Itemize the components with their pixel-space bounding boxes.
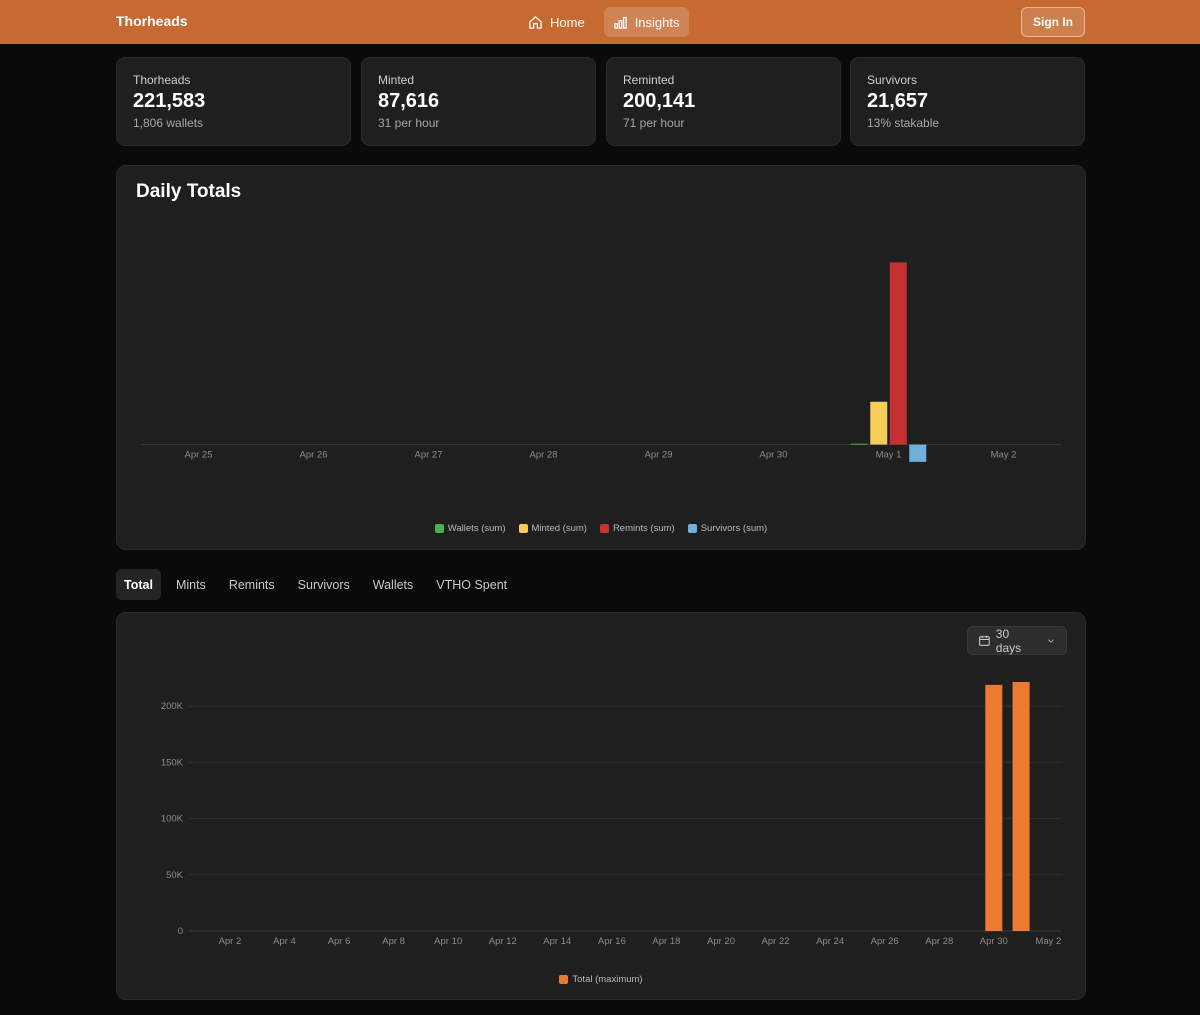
x-tick-label: May 2 [991,450,1017,461]
stat-card-reminted: Reminted 200,141 71 per hour [606,57,841,146]
y-tick-label: 0 [178,926,183,937]
stat-card-minted: Minted 87,616 31 per hour [361,57,596,146]
x-tick-label: May 1 [876,450,902,461]
top-bar: Thorheads Home Insights Sign In [0,0,1200,44]
bar-total[interactable] [1012,681,1030,931]
nav-home-label: Home [550,14,585,30]
stat-card-survivors: Survivors 21,657 13% stakable [850,57,1085,146]
x-tick-label: Apr 6 [328,936,351,947]
calendar-icon [979,635,990,646]
legend-swatch [559,975,569,984]
x-tick-label: Apr 12 [489,936,517,947]
legend-item[interactable]: Wallets (sum) [434,523,506,534]
stat-label: Thorheads [133,73,191,87]
legend-label: Minted (sum) [531,523,587,534]
x-tick-label: Apr 16 [598,936,626,947]
legend-swatch [599,524,609,533]
y-tick-label: 50K [166,870,184,881]
chevron-down-icon [1048,638,1054,643]
range-selector-label: 30 days [995,626,1022,655]
tab-remints[interactable]: Remints [228,577,275,592]
nav-home[interactable]: Home [519,7,594,37]
bar-remints[interactable] [889,262,907,445]
legend-item[interactable]: Survivors (sum) [687,523,768,534]
legend-swatch [687,524,697,533]
x-tick-label: Apr 22 [762,936,790,947]
total-chart-card: 30 days 0 50K 100K 150K 200K Apr 2 Apr 4 Apr 6 A… [116,612,1086,1000]
bar-survivors[interactable] [909,444,927,462]
metric-tabs: Total Mints Remints Survivors Wallets VT… [116,569,522,600]
x-tick-label: Apr 28 [530,450,558,461]
tab-mints[interactable]: Mints [175,577,206,592]
x-tick-label: Apr 27 [415,450,443,461]
stat-label: Survivors [867,73,918,87]
legend-label: Remints (sum) [612,523,675,534]
stat-value: 221,583 [133,90,206,112]
legend-label: Wallets (sum) [447,523,506,534]
legend-item[interactable]: Minted (sum) [518,523,587,534]
x-tick-label: Apr 2 [219,936,242,947]
daily-totals-card: Daily Totals Apr 25 Apr 26 Apr 27 Apr 28 Apr… [116,165,1086,550]
legend-swatch [434,524,444,533]
home-icon [529,15,542,29]
total-chart: 0 50K 100K 150K 200K Apr 2 Apr 4 Apr 6 Apr 8 Apr … [161,681,1062,947]
x-tick-label: Apr 24 [816,936,844,947]
x-tick-label: Apr 25 [185,450,213,461]
stat-subtext: 71 per hour [623,116,685,130]
tab-total[interactable]: Total [116,569,161,600]
daily-totals-chart: Apr 25 Apr 26 Apr 27 Apr 28 Apr 29 Apr 30 May … [141,262,1061,462]
range-selector[interactable]: 30 days [967,626,1067,655]
y-tick-label: 100K [161,814,184,825]
x-tick-label: Apr 14 [543,936,571,947]
stat-label: Reminted [623,73,675,87]
nav-insights[interactable]: Insights [603,7,689,37]
x-tick-label: Apr 30 [980,936,1008,947]
total-chart-legend: Total (maximum) [117,974,1085,985]
stat-value: 21,657 [867,90,929,112]
stat-value: 200,141 [623,90,696,112]
x-tick-label: Apr 26 [871,936,899,947]
y-tick-label: 150K [161,757,184,768]
x-tick-label: Apr 4 [273,936,296,947]
x-tick-label: Apr 29 [645,450,673,461]
tab-survivors[interactable]: Survivors [297,577,350,592]
daily-totals-legend: Wallets (sum) Minted (sum) Remints (sum) Su… [117,523,1085,534]
main-nav: Home Insights [519,7,689,37]
daily-totals-title: Daily Totals [136,181,242,202]
brand-logo[interactable]: Thorheads [116,13,188,29]
stat-subtext: 31 per hour [378,116,440,130]
tab-wallets[interactable]: Wallets [372,577,414,592]
legend-swatch [518,524,528,533]
legend-item[interactable]: Remints (sum) [599,523,675,534]
bar-total[interactable] [985,684,1003,931]
y-tick-label: 200K [161,701,184,712]
x-tick-label: Apr 8 [382,936,405,947]
bar-chart-icon [613,16,627,29]
x-tick-label: Apr 30 [760,450,788,461]
legend-label: Total (maximum) [572,974,643,985]
stat-card-thorheads: Thorheads 221,583 1,806 wallets [116,57,351,146]
stat-value: 87,616 [378,90,440,112]
x-tick-label: Apr 10 [434,936,462,947]
x-tick-label: May 2 [1035,936,1061,947]
x-tick-label: Apr 20 [707,936,735,947]
tab-vtho-spent[interactable]: VTHO Spent [436,577,508,592]
legend-item[interactable]: Total (maximum) [559,974,643,985]
stat-subtext: 13% stakable [867,116,940,130]
legend-label: Survivors (sum) [700,523,768,534]
sign-in-button[interactable]: Sign In [1021,7,1085,37]
x-tick-label: Apr 28 [925,936,953,947]
x-tick-label: Apr 18 [652,936,680,947]
bar-wallets[interactable] [850,443,868,445]
stat-label: Minted [378,73,415,87]
bar-minted[interactable] [870,401,888,445]
stat-subtext: 1,806 wallets [133,116,204,130]
x-tick-label: Apr 26 [300,450,328,461]
nav-insights-label: Insights [634,14,680,30]
